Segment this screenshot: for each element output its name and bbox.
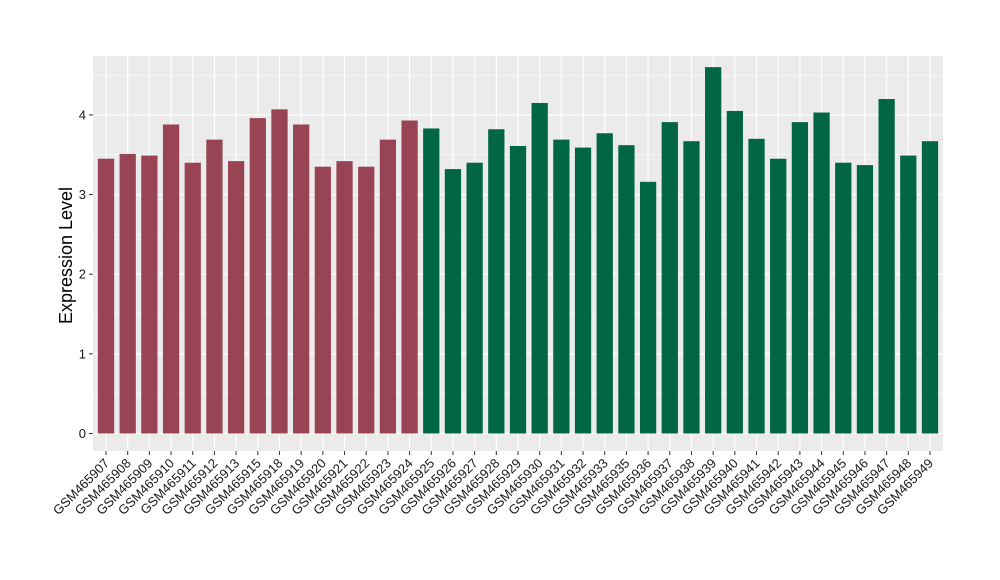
bar-GSM465913 [227, 161, 245, 434]
bar-GSM465928 [488, 129, 505, 434]
bar-GSM465945 [835, 162, 852, 434]
bar-GSM465940 [726, 110, 743, 434]
bar-GSM465920 [314, 166, 331, 434]
bar-GSM465935 [618, 145, 635, 434]
bar-GSM465921 [336, 161, 353, 434]
bar-GSM465936 [639, 181, 657, 434]
bar-GSM465915 [249, 118, 266, 434]
bar-GSM465942 [770, 158, 787, 434]
bar-GSM465923 [379, 139, 397, 434]
bar-GSM465938 [683, 141, 700, 434]
bar-GSM465943 [791, 122, 809, 434]
bar-GSM465925 [423, 128, 440, 434]
y-tick-label: 0 [79, 426, 86, 441]
bar-GSM465949 [921, 141, 939, 434]
bar-GSM465918 [271, 109, 288, 434]
bar-GSM465922 [358, 166, 375, 434]
bar-GSM465930 [531, 102, 548, 434]
bar-GSM465909 [141, 155, 158, 434]
bar-GSM465927 [466, 162, 483, 434]
bar-GSM465948 [900, 155, 917, 434]
bar-GSM465941 [748, 138, 765, 434]
bar-GSM465911 [184, 162, 201, 434]
bar-GSM465933 [596, 133, 613, 434]
y-tick-label: 4 [79, 107, 86, 122]
bar-GSM465944 [813, 112, 830, 434]
bar-GSM465912 [206, 139, 223, 434]
bar-GSM465939 [705, 67, 722, 434]
bar-GSM465919 [293, 124, 310, 434]
y-tick-label: 1 [79, 346, 86, 361]
bar-GSM465946 [856, 165, 874, 434]
bar-GSM465924 [401, 120, 418, 434]
bar-GSM465908 [119, 153, 136, 434]
bar-GSM465910 [162, 124, 180, 434]
y-axis-title: Expression Level [56, 187, 76, 324]
x-axis: GSM465907GSM465908GSM465909GSM465910GSM4… [50, 451, 936, 518]
bars [97, 67, 939, 434]
bar-GSM465931 [553, 139, 570, 434]
y-tick-label: 3 [79, 187, 86, 202]
bar-GSM465947 [878, 99, 895, 434]
y-axis: 0 1 2 3 4 [79, 107, 93, 441]
y-tick-label: 2 [79, 267, 86, 282]
bar-GSM465907 [97, 158, 115, 434]
bar-GSM465929 [509, 145, 527, 434]
bar-GSM465926 [444, 169, 462, 434]
bar-GSM465932 [574, 147, 592, 434]
bar-GSM465937 [661, 122, 678, 434]
